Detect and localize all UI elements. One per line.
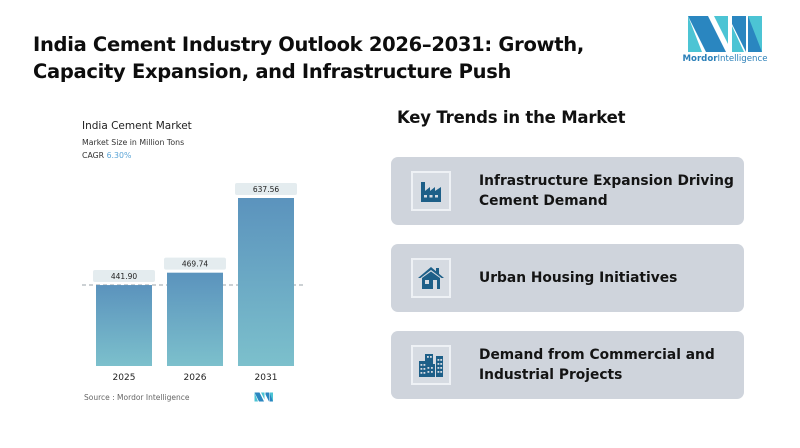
trend-card-commercial: Demand from Commercial and Industrial Pr… xyxy=(391,331,744,399)
house-icon xyxy=(411,258,451,298)
logo-text: MordorIntelligence xyxy=(680,54,770,64)
logo-brand-bold: Mordor xyxy=(682,54,718,64)
trend-card-infrastructure: Infrastructure Expansion Driving Cement … xyxy=(391,157,744,225)
x-tick-label: 2026 xyxy=(184,373,207,383)
logo-brand-light: Intelligence xyxy=(717,54,768,64)
trend-card-housing: Urban Housing Initiatives xyxy=(391,244,744,312)
data-label-bg xyxy=(164,257,226,270)
data-label-bg xyxy=(235,183,297,195)
bar-chart: 441.90 2025 469.74 2026 637.56 2031 xyxy=(82,183,304,383)
data-label-bg xyxy=(93,270,155,283)
chart-title: India Cement Market xyxy=(82,120,192,132)
x-tick-label: 2025 xyxy=(113,373,136,383)
page-title: India Cement Industry Outlook 2026–2031:… xyxy=(33,33,584,83)
chart-source: Source : Mordor Intelligence xyxy=(84,393,190,402)
factory-icon xyxy=(411,171,451,211)
bar-2025 xyxy=(96,285,152,366)
buildings-icon xyxy=(411,345,451,385)
data-label: 469.74 xyxy=(182,260,208,269)
cagr: CAGR 6.30% xyxy=(82,151,131,160)
mordor-intelligence-logo: MordorIntelligence xyxy=(682,14,768,70)
mini-logo-icon xyxy=(254,392,273,402)
cagr-label: CAGR xyxy=(82,151,105,160)
chart-subtitle: Market Size in Million Tons xyxy=(82,138,185,147)
bar-2031 xyxy=(238,198,294,366)
trends-title: Key Trends in the Market xyxy=(397,108,626,127)
trend-label: Demand from Commercial and Industrial Pr… xyxy=(479,347,715,383)
trend-label: Urban Housing Initiatives xyxy=(479,270,678,286)
data-label: 637.56 xyxy=(253,185,279,194)
data-label: 441.90 xyxy=(111,272,137,281)
logo-mark-icon xyxy=(688,16,762,52)
bar-2026 xyxy=(167,272,223,366)
cagr-value: 6.30% xyxy=(106,151,132,160)
trend-label: Infrastructure Expansion Driving Cement … xyxy=(479,173,734,209)
x-tick-label: 2031 xyxy=(255,373,278,383)
